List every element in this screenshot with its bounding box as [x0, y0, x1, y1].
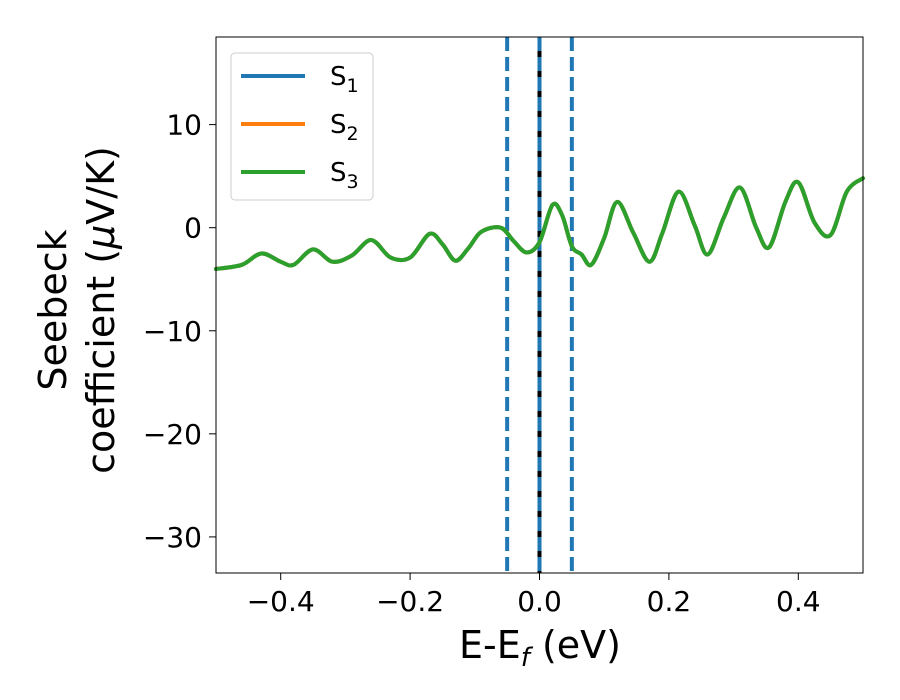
y-axis-ticks: −30 −20 −10 0 10 [143, 109, 216, 554]
legend-label-s1: S1 [330, 62, 359, 97]
x-tick-label: 0.2 [647, 585, 692, 618]
x-axis-label: E-Ef (eV) [459, 623, 621, 673]
x-tick-label: −0.4 [247, 585, 315, 618]
y-axis-label-line2: coefficient (μV/K) [79, 146, 123, 474]
legend-label-s2: S2 [330, 110, 359, 145]
y-tick-label: −10 [143, 315, 202, 348]
x-axis-ticks: −0.4 −0.2 0.0 0.2 0.4 [247, 573, 821, 618]
y-tick-label: −30 [143, 521, 202, 554]
x-tick-label: 0.0 [517, 585, 562, 618]
x-tick-label: −0.2 [376, 585, 444, 618]
legend-box [230, 52, 374, 201]
y-tick-label: 10 [166, 109, 202, 142]
y-tick-label: −20 [143, 418, 202, 451]
series-line-s3 [214, 176, 865, 271]
legend-label-s3: S3 [330, 158, 359, 193]
vertical-reference-lines [505, 37, 574, 573]
series-lines [214, 176, 865, 271]
y-tick-label: 0 [184, 212, 202, 245]
y-axis-label-line1: Seebeck [31, 229, 75, 390]
x-tick-label: 0.4 [776, 585, 821, 618]
legend: S1 S2 S3 [230, 52, 374, 201]
